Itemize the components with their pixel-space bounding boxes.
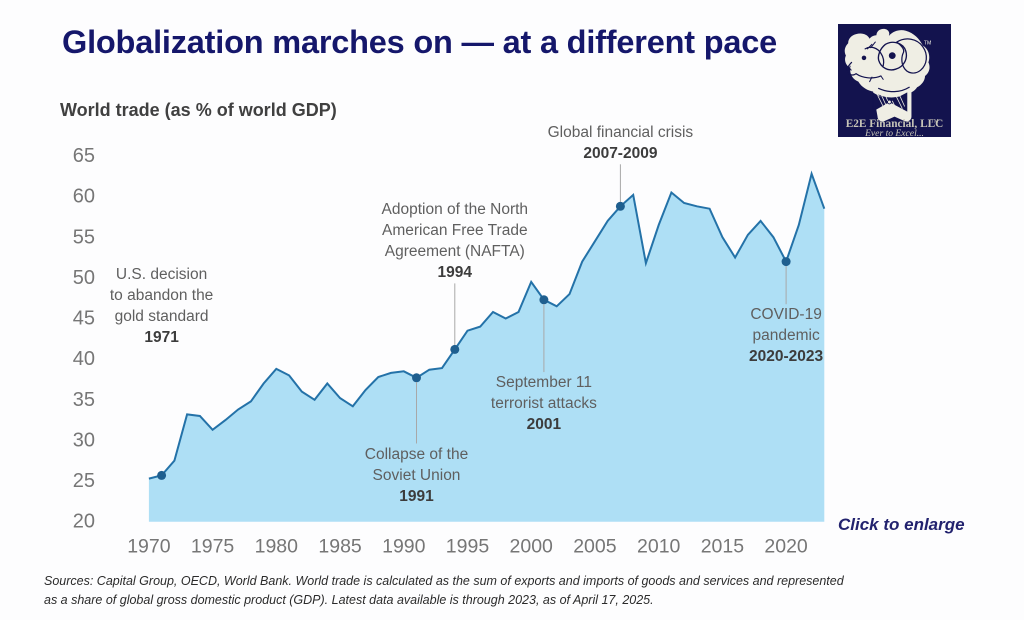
svg-text:20: 20 (73, 511, 95, 533)
svg-text:65: 65 (73, 145, 95, 167)
svg-text:2020: 2020 (764, 536, 808, 558)
svg-text:35: 35 (73, 389, 95, 411)
svg-text:1980: 1980 (255, 536, 299, 558)
svg-text:1990: 1990 (382, 536, 426, 558)
svg-text:2015: 2015 (701, 536, 745, 558)
svg-text:30: 30 (73, 430, 95, 452)
svg-text:2010: 2010 (637, 536, 681, 558)
svg-text:2005: 2005 (573, 536, 617, 558)
svg-text:25: 25 (73, 470, 95, 492)
svg-text:1985: 1985 (318, 536, 362, 558)
svg-text:40: 40 (73, 348, 95, 370)
svg-text:60: 60 (73, 186, 95, 208)
svg-text:1975: 1975 (191, 536, 235, 558)
svg-text:55: 55 (73, 226, 95, 248)
svg-text:1970: 1970 (127, 536, 171, 558)
svg-text:2000: 2000 (510, 536, 554, 558)
svg-text:1995: 1995 (446, 536, 490, 558)
